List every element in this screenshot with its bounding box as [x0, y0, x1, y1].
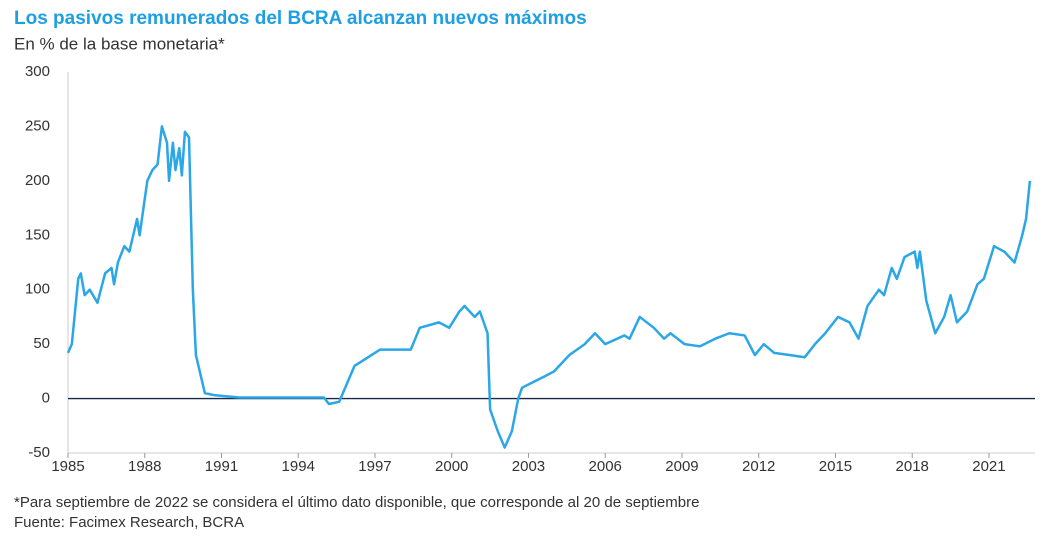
x-tick-label: 1991	[205, 458, 238, 475]
y-tick-label: 0	[42, 390, 50, 407]
y-tick-label: 250	[25, 117, 50, 134]
x-tick-label: 2015	[819, 458, 852, 475]
source: Fuente: Facimex Research, BCRA	[14, 514, 244, 531]
y-tick-label: 300	[25, 63, 50, 80]
chart-title: Los pasivos remunerados del BCRA alcanza…	[14, 8, 587, 29]
x-tick-label: 1988	[128, 458, 161, 475]
y-tick-label: 100	[25, 281, 50, 298]
footnote: *Para septiembre de 2022 se considera el…	[14, 494, 699, 511]
x-tick-label: 1997	[358, 458, 391, 475]
x-tick-label: 2006	[589, 458, 622, 475]
y-tick-label: -50	[28, 444, 50, 461]
x-tick-label: 2021	[972, 458, 1005, 475]
y-tick-label: 200	[25, 172, 50, 189]
x-tick-label: 2018	[896, 458, 929, 475]
x-tick-label: 1985	[51, 458, 84, 475]
x-tick-label: 2000	[435, 458, 468, 475]
x-tick-label: 2009	[665, 458, 698, 475]
y-tick-label: 150	[25, 226, 50, 243]
y-tick-label: 50	[33, 335, 50, 352]
x-tick-label: 1994	[282, 458, 315, 475]
line	[66, 125, 1032, 449]
x-tick-label: 2012	[742, 458, 775, 475]
x-tick-label: 2003	[512, 458, 545, 475]
chart-subtitle: En % de la base monetaria*	[14, 34, 225, 53]
